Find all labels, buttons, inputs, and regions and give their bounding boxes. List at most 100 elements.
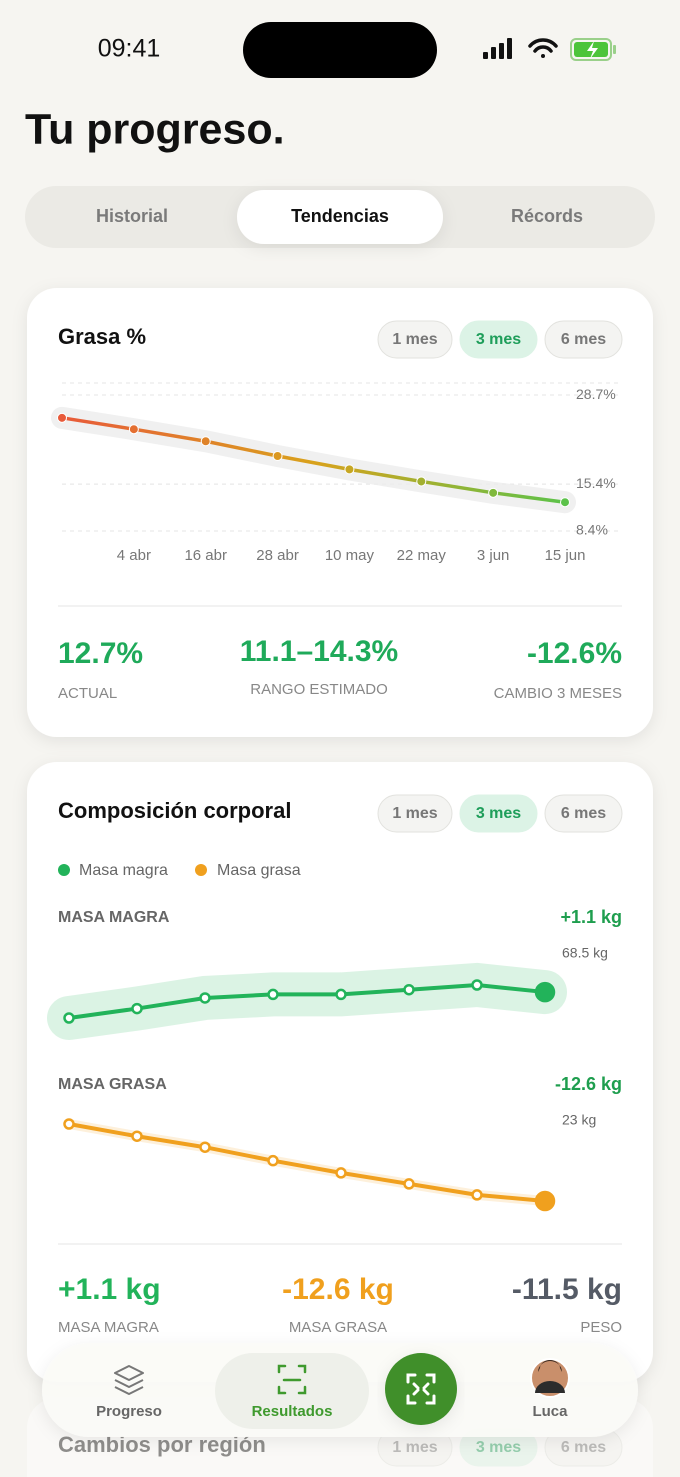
stat-value: -12.6% — [527, 637, 622, 670]
point — [200, 436, 211, 447]
period-label[interactable]: 1 mes — [392, 331, 437, 348]
point — [128, 424, 139, 435]
latest-label: 68.5 kg — [562, 945, 608, 961]
stat-label: RANGO ESTIMADO — [250, 681, 388, 698]
nav-label[interactable]: Luca — [532, 1403, 568, 1420]
line — [61, 416, 566, 504]
stat-value: 11.1–14.3% — [240, 635, 398, 668]
period-pills: 1 mes 3 mes 6 mes — [377, 794, 623, 833]
point — [335, 988, 347, 1001]
x-tick-label: 4 abr — [117, 547, 151, 564]
card — [27, 762, 653, 1382]
period-pill[interactable] — [377, 320, 453, 359]
period-label[interactable]: 3 mes — [476, 331, 521, 348]
x-tick-label: 3 jun — [477, 547, 510, 564]
point — [471, 1189, 483, 1201]
point — [199, 1141, 211, 1153]
scan-icon[interactable] — [277, 1364, 307, 1395]
avatar-shirt — [535, 1381, 565, 1393]
tab[interactable]: Historial — [96, 206, 168, 226]
stat-label: MASA GRASA — [289, 1319, 387, 1336]
period-label[interactable]: 3 mes — [476, 1439, 521, 1456]
point — [344, 464, 355, 475]
x-tick-label: 15 jun — [545, 547, 586, 564]
stat-value: +1.1 kg — [58, 1273, 161, 1306]
legend-label: Masa grasa — [217, 862, 301, 879]
period-pill[interactable] — [377, 794, 453, 833]
point — [416, 476, 427, 487]
period-pills: 1 mes 3 mes 6 mes — [377, 1428, 623, 1467]
point — [403, 1178, 415, 1190]
stat-label: ACTUAL — [58, 685, 117, 702]
stat-label: MASA MAGRA — [58, 1319, 159, 1336]
point — [57, 412, 67, 423]
x-tick-label: 28 abr — [256, 547, 299, 564]
period-label[interactable]: 6 mes — [561, 1439, 606, 1456]
point — [199, 992, 211, 1004]
stat-value: -11.5 kg — [512, 1273, 622, 1306]
legend-label: Masa magra — [79, 862, 168, 879]
composition-chart — [47, 962, 567, 1212]
battery-icon — [570, 38, 616, 61]
tab[interactable]: Tendencias — [291, 206, 389, 226]
clock: 09:41 — [98, 35, 161, 63]
page-title: Tu progreso. — [25, 105, 285, 153]
period-label[interactable]: 6 mes — [561, 805, 606, 822]
y-tick-label: 15.4% — [576, 475, 616, 491]
nav-active[interactable] — [215, 1353, 369, 1429]
series-label: MASA GRASA — [58, 1076, 167, 1093]
point — [488, 487, 499, 498]
point — [272, 450, 283, 461]
series-change: +1.1 kg — [560, 907, 622, 927]
point — [63, 1012, 75, 1024]
point — [471, 979, 483, 991]
point — [63, 1118, 75, 1130]
y-tick-label: 28.7% — [576, 386, 616, 402]
point — [131, 1002, 143, 1015]
stat-label: CAMBIO 3 MESES — [494, 685, 622, 702]
period-label[interactable]: 3 mes — [476, 805, 521, 822]
line — [68, 1122, 546, 1203]
x-tick-label: 10 may — [325, 547, 375, 564]
period-pills: 1 mes 3 mes 6 mes — [377, 320, 623, 359]
point — [267, 1154, 279, 1167]
period-pill[interactable] — [544, 794, 623, 833]
wifi-icon — [528, 38, 558, 58]
stat-label: PESO — [580, 1319, 622, 1336]
point — [267, 988, 279, 1001]
stat-value: 12.7% — [58, 637, 143, 670]
card-title: Composición corporal — [58, 798, 291, 823]
series-change: -12.6 kg — [555, 1074, 622, 1094]
x-tick-label: 22 may — [397, 547, 447, 564]
series-label: MASA MAGRA — [58, 909, 170, 926]
y-tick-label: 8.4% — [576, 522, 608, 538]
point — [131, 1130, 143, 1142]
scan-button[interactable] — [385, 1353, 457, 1425]
point — [335, 1167, 347, 1179]
active-tab[interactable] — [237, 190, 443, 244]
period-pill[interactable] — [459, 320, 538, 359]
point — [534, 1190, 556, 1212]
layers-icon[interactable] — [114, 1365, 144, 1395]
nav-label[interactable]: Progreso — [96, 1403, 162, 1420]
latest-label: 23 kg — [562, 1112, 596, 1128]
dynamic-island — [243, 22, 437, 78]
nav-label[interactable]: Resultados — [252, 1403, 333, 1420]
period-label[interactable]: 6 mes — [561, 331, 606, 348]
card — [27, 288, 653, 737]
point — [534, 981, 556, 1003]
period-pill[interactable] — [544, 320, 623, 359]
period-label[interactable]: 1 mes — [392, 805, 437, 822]
point — [403, 983, 415, 996]
legend-dot — [58, 864, 70, 876]
point — [560, 497, 570, 508]
period-pill[interactable] — [459, 794, 538, 833]
tab[interactable]: Récords — [511, 206, 583, 226]
scan-button-icon — [406, 1373, 436, 1405]
card-title: Grasa % — [58, 324, 146, 349]
fat-chart: 28.7% 15.4% 8.4% 4 abr 16 abr 28 abr 10 may 22 … — [51, 382, 620, 564]
period-label[interactable]: 1 mes — [392, 1439, 437, 1456]
x-tick-label: 16 abr — [184, 547, 227, 564]
legend-dot — [195, 864, 207, 876]
